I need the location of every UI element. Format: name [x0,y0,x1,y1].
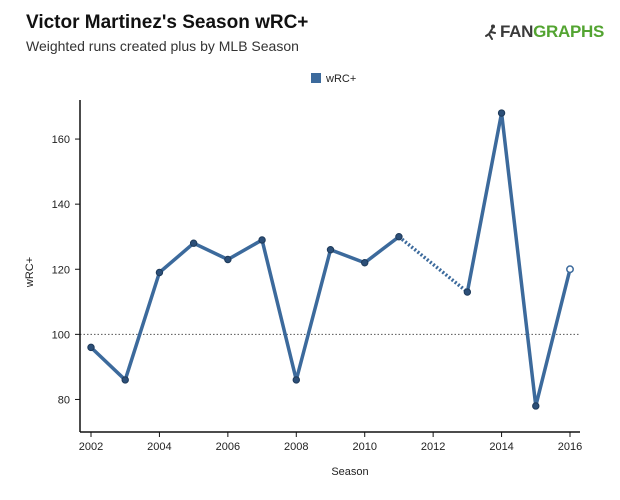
chart-subtitle: Weighted runs created plus by MLB Season [26,38,299,54]
series-line-segment [260,238,299,382]
data-point[interactable]: 2007: 129 [258,236,266,244]
y-tick-label: 80 [58,394,70,406]
legend-label: wRC+ [325,73,356,85]
legend-swatch [311,73,321,83]
y-axis-label: wRC+ [24,257,36,288]
series-line-segment [328,247,367,265]
data-point[interactable]: 2014: 168 [497,109,506,117]
fangraphs-logo[interactable]: FAN GRAPHS [484,22,604,42]
y-tick-label: 100 [52,329,70,341]
series-line-segment [294,247,333,382]
data-point[interactable]: 2005: 128 [189,239,198,247]
series-line-segment [499,111,538,408]
data-series: 2002: 96 2003: 86 2004: 119 2005: 128 2006: … [87,109,574,410]
logo-text-fan: FAN [500,22,534,41]
x-axis-label: Season [331,466,368,478]
x-tick-label: 2008 [284,441,308,453]
series-line-segment [226,238,264,262]
series-gap-segment [397,235,469,294]
chart-legend[interactable]: wRC+ [311,73,356,85]
x-tick-label: 2010 [352,441,376,453]
y-tick-label: 140 [52,199,70,211]
series-line-segment [534,267,572,408]
y-tick-label: 160 [52,134,70,146]
series-line-segment [89,345,127,382]
data-point[interactable]: 2011: 130 [395,233,403,241]
fangraphs-runner-icon [485,24,496,40]
x-tick-label: 2006 [216,441,240,453]
data-point[interactable]: 2002: 96 [87,343,95,352]
x-tick-label: 2016 [558,441,582,453]
series-line-segment [465,111,504,294]
x-tick-label: 2004 [147,441,171,453]
logo-text-graphs: GRAPHS [533,22,605,41]
data-point[interactable]: 2016: 120 [566,265,574,274]
data-point[interactable]: 2006: 123 [224,255,232,264]
series-line-segment [123,270,162,382]
x-tick-label: 2014 [489,441,513,453]
x-tick-label: 2012 [421,441,445,453]
chart-title: Victor Martinez's Season wRC+ [26,12,309,33]
data-point[interactable]: 2010: 122 [361,259,369,267]
series-line-segment [191,241,230,262]
data-point[interactable]: 2008: 86 [292,376,300,384]
series-line-segment [362,234,401,265]
y-tick-label: 120 [52,264,70,276]
data-point[interactable]: 2013: 113 [463,288,472,296]
x-tick-label: 2002 [79,441,103,453]
data-point[interactable]: 2015: 78 [532,402,540,410]
chart-axes: 80 100 120 140 160 2002 2004 2006 2008 2010 2012 20… [52,100,582,453]
series-line-segment [157,241,196,275]
data-point[interactable]: 2004: 119 [155,268,164,277]
data-point[interactable]: 2009: 126 [326,246,335,254]
data-point[interactable]: 2003: 86 [121,376,129,384]
